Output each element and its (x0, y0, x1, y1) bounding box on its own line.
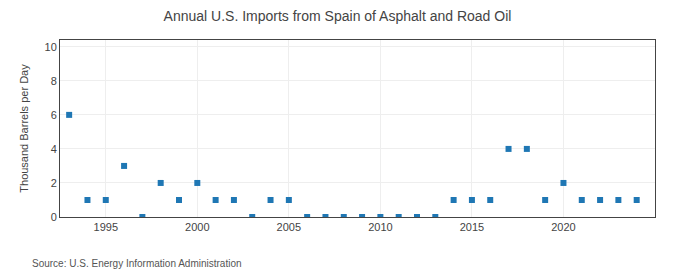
svg-text:Annual U.S. Imports from Spain: Annual U.S. Imports from Spain of Asphal… (164, 8, 512, 24)
svg-text:Source: U.S. Energy Informatio: Source: U.S. Energy Information Administ… (32, 258, 242, 269)
svg-text:2010: 2010 (368, 221, 392, 233)
svg-text:0: 0 (51, 211, 57, 223)
svg-text:2020: 2020 (551, 221, 575, 233)
svg-text:2: 2 (51, 177, 57, 189)
svg-text:2005: 2005 (277, 221, 301, 233)
svg-text:1995: 1995 (94, 221, 118, 233)
svg-text:2015: 2015 (460, 221, 484, 233)
svg-text:6: 6 (51, 109, 57, 121)
svg-text:4: 4 (51, 143, 57, 155)
svg-text:2000: 2000 (185, 221, 209, 233)
svg-text:8: 8 (51, 75, 57, 87)
svg-text:Thousand Barrels per Day: Thousand Barrels per Day (18, 64, 30, 193)
svg-text:10: 10 (45, 41, 57, 53)
